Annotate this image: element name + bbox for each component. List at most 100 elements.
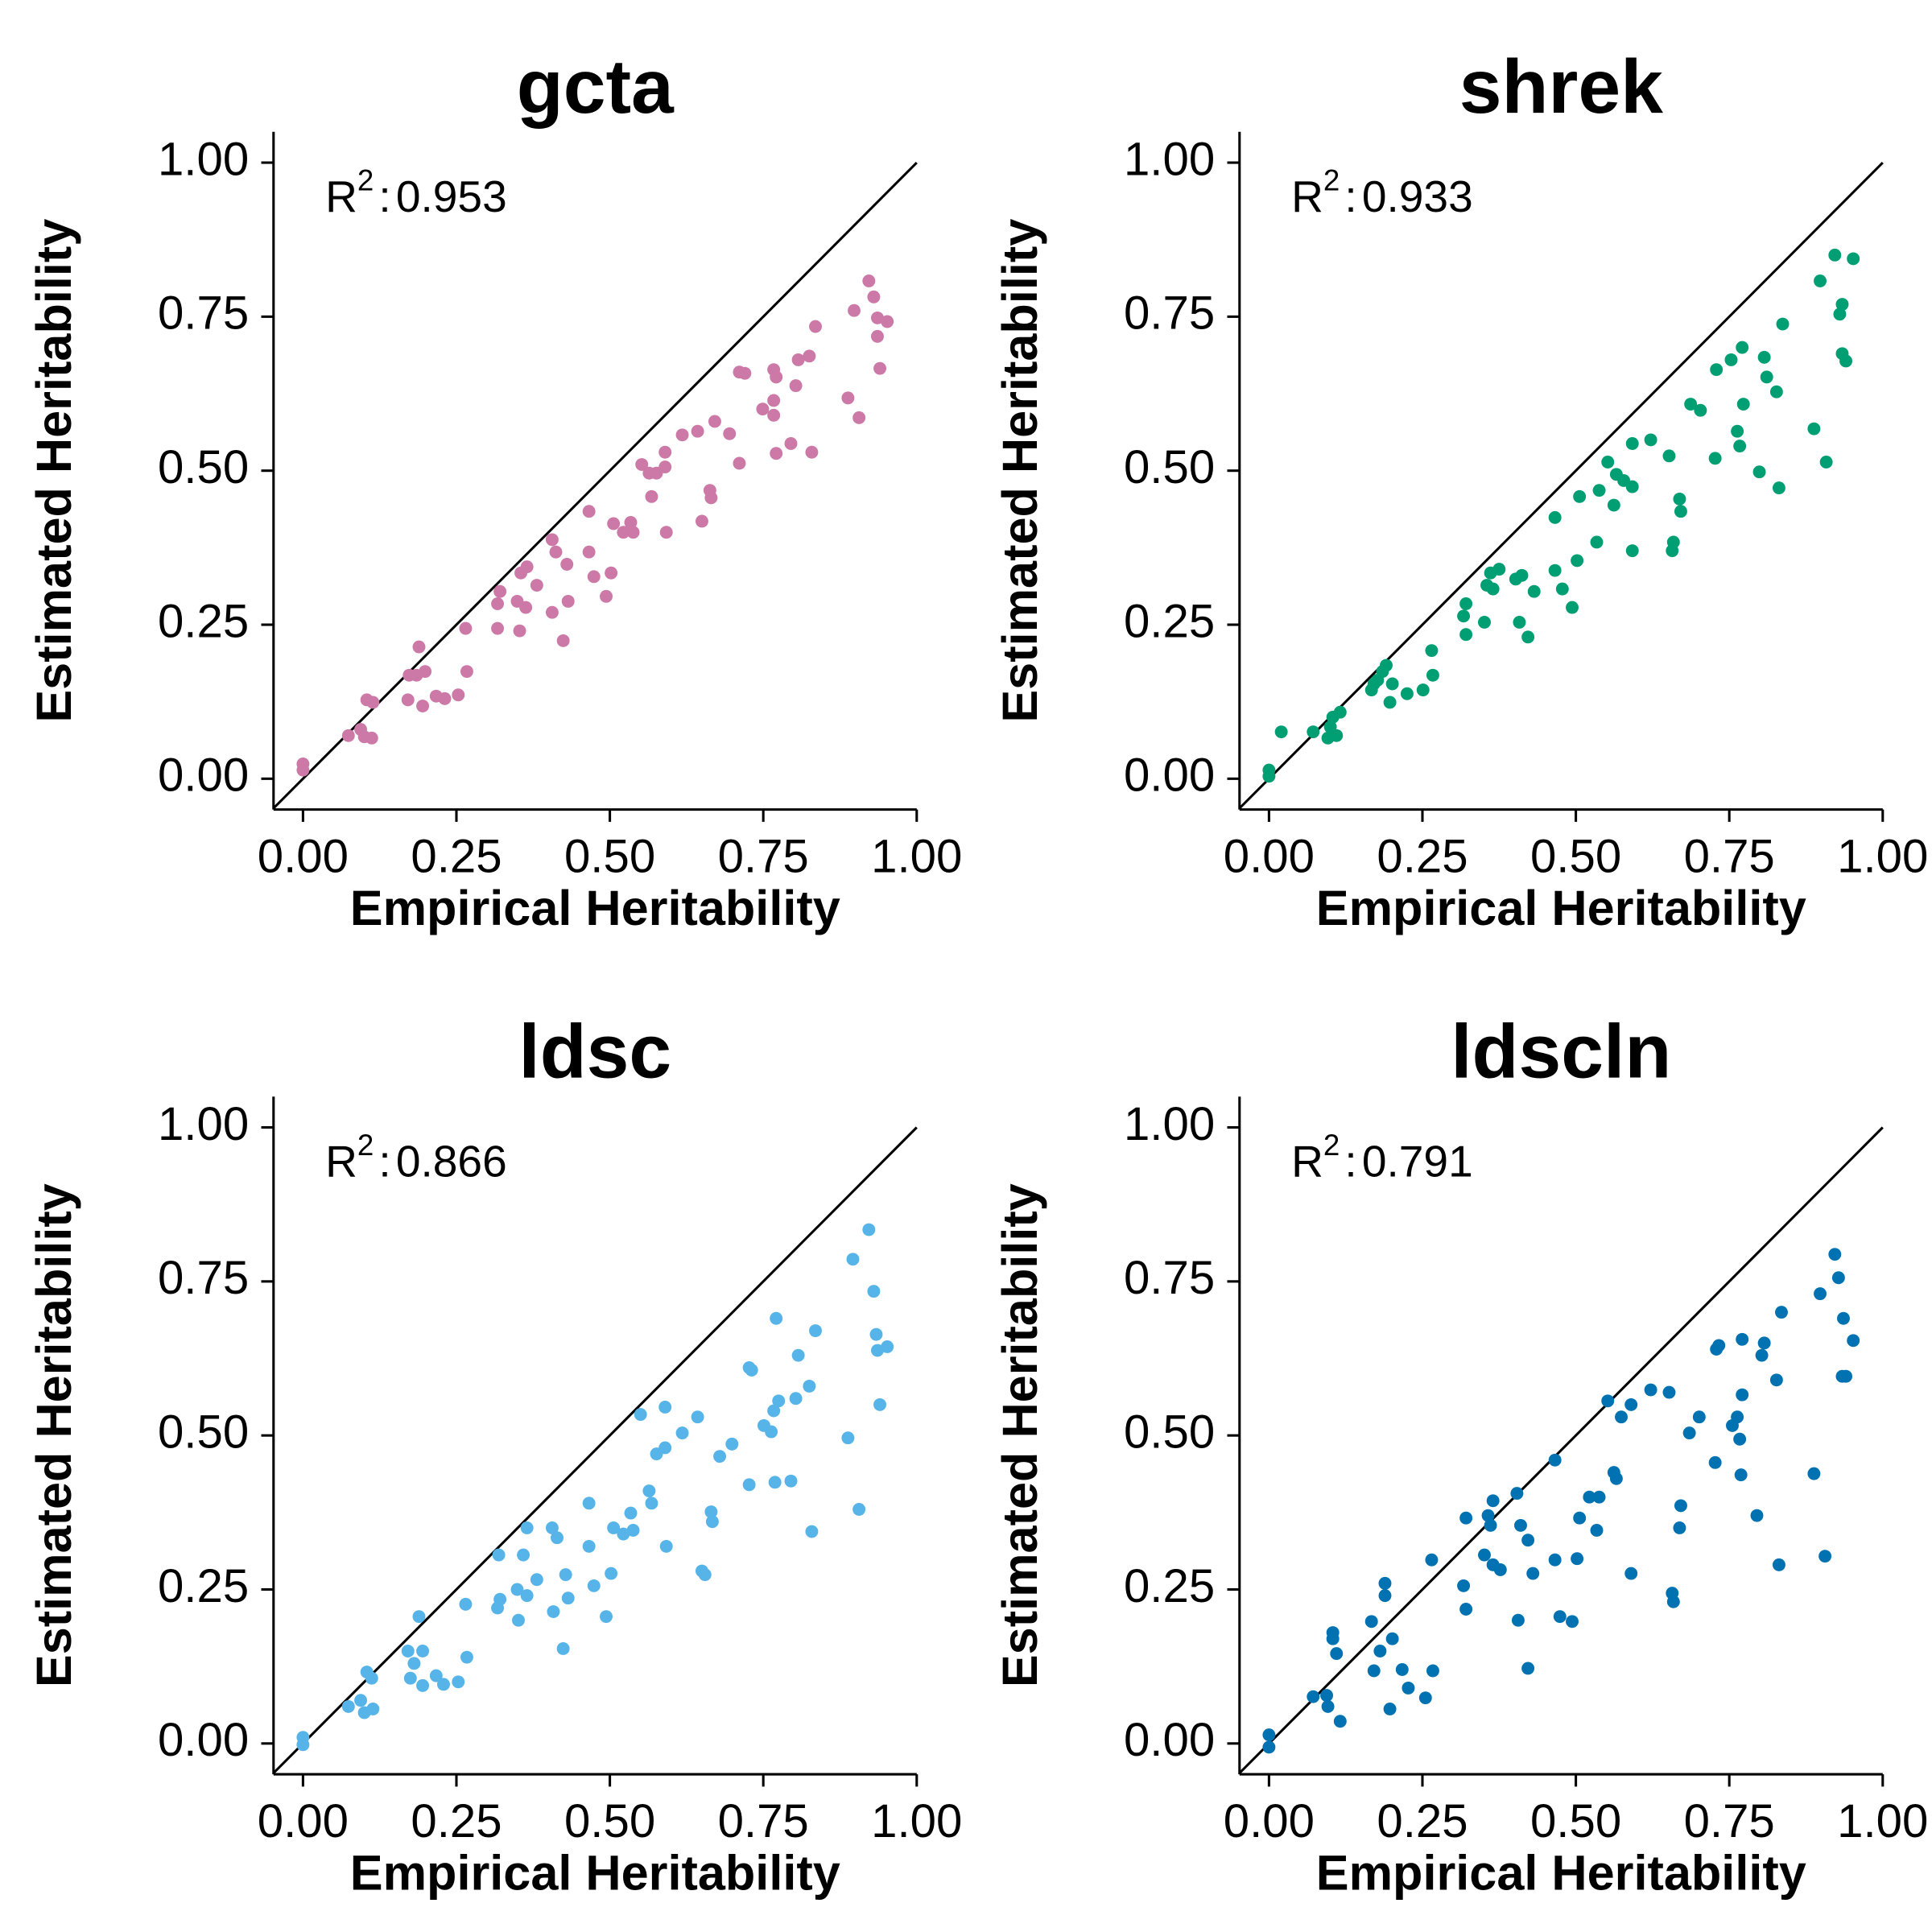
r-label: R [325,1136,357,1186]
point [1364,1615,1378,1629]
point [1710,363,1724,377]
point [1521,1534,1535,1547]
point [545,533,559,547]
point [789,1392,803,1406]
point [803,1379,816,1393]
point [520,1521,534,1534]
point [1459,1511,1473,1525]
point [1367,677,1381,691]
point [1828,1248,1842,1261]
point [419,665,432,679]
point [296,763,310,777]
point [1527,584,1541,598]
y-tick-label: 0.75 [1124,1252,1215,1304]
point [492,1548,506,1562]
point [452,1675,465,1689]
y-tick-label: 0.00 [158,1714,249,1766]
point [561,1591,575,1605]
panel-title: ldsc [518,1009,671,1094]
point [1307,1690,1320,1703]
y-tick-label: 0.50 [158,441,249,493]
point [1418,1691,1432,1705]
point [645,1496,658,1510]
point [1481,1509,1495,1522]
point [416,1678,430,1692]
point [1674,1499,1687,1513]
point [1526,1567,1540,1580]
point [341,1699,355,1713]
y-tick-label: 0.75 [158,1252,249,1304]
point [704,1505,718,1519]
y-axis-title: Estimated Heritability [27,1183,81,1687]
point [1307,725,1320,739]
x-tick-label: 0.00 [1224,1795,1315,1847]
point [1674,505,1687,518]
identity-line [272,161,918,810]
point [846,1253,860,1266]
point [491,597,505,610]
y-tick-label: 0.50 [1124,1406,1215,1459]
point [642,1484,656,1498]
point [1734,1468,1748,1482]
point [1733,1432,1747,1446]
panel-title: gcta [517,44,675,130]
point [416,1645,430,1657]
panel-title: shrek [1459,44,1663,130]
point [1321,1699,1335,1713]
point [1694,403,1707,417]
point [1847,1334,1860,1348]
point [1807,422,1821,436]
point [1555,582,1569,596]
point [1330,1647,1344,1661]
point [791,353,805,366]
point [1553,1610,1567,1624]
point [1262,1728,1276,1742]
point [675,428,689,442]
point [1385,1632,1399,1645]
point [659,1539,673,1553]
point [791,1348,805,1362]
point [871,329,884,343]
x-tick-label: 0.50 [564,1795,655,1847]
point [626,1524,640,1537]
point [366,696,380,709]
point [1378,1589,1392,1603]
point [738,366,752,380]
point [1839,354,1852,368]
point [1367,1664,1381,1678]
point [1486,1494,1500,1508]
y-tick-label: 0.25 [1124,595,1215,647]
point [547,1605,560,1619]
point [756,402,770,416]
point [1571,554,1584,568]
point [1416,683,1430,697]
point [805,445,819,459]
point [658,1401,672,1414]
y-tick-label: 0.50 [1124,441,1215,493]
point [1402,1681,1415,1695]
point [605,566,618,580]
point [871,1344,884,1357]
point [873,361,886,375]
x-tick-label: 0.00 [258,831,349,883]
point [412,640,426,654]
point [1750,1509,1764,1522]
point [600,1610,613,1624]
y-tick-label: 0.00 [158,749,249,802]
point [1807,1467,1821,1480]
point [530,579,543,592]
x-tick-label: 0.50 [1530,1795,1621,1847]
y-tick-label: 0.00 [1124,1714,1215,1766]
point [784,1474,798,1488]
point [1590,535,1604,549]
point [1492,563,1506,576]
x-tick-label: 0.50 [1530,831,1621,883]
point [600,589,613,603]
point [867,290,881,303]
r-power: 2 [357,163,374,196]
point [675,1426,689,1440]
x-axis-title: Empirical Heritability [1316,881,1806,935]
point [412,1610,426,1624]
r-value: 0.866 [396,1136,507,1186]
